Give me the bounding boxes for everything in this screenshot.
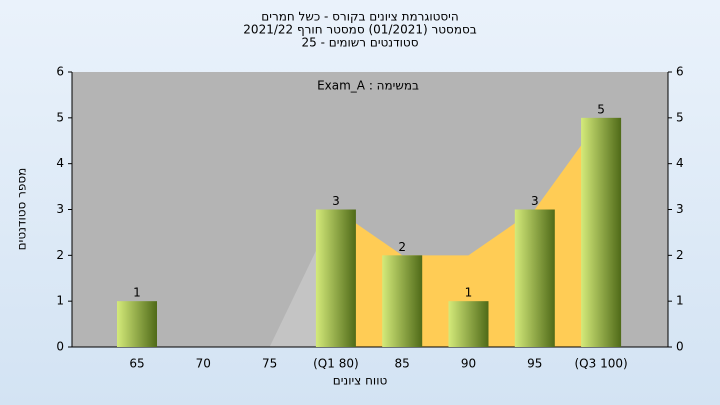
data-label: 1: [465, 286, 473, 300]
y-tick-label: 1: [56, 294, 64, 308]
y-tick-label: 2: [56, 248, 64, 262]
data-label: 5: [597, 102, 605, 116]
bar: [448, 301, 489, 347]
y2-tick-label: 5: [676, 110, 684, 124]
data-label: 2: [398, 240, 406, 254]
x-tick-label: 70: [196, 357, 211, 371]
y-tick-label: 4: [56, 156, 64, 170]
data-label: 1: [133, 286, 141, 300]
y-tick-label: 6: [56, 65, 64, 79]
y-axis-label: מספר סטודנטים: [15, 168, 29, 251]
bar: [315, 209, 356, 347]
bar: [514, 209, 555, 347]
y2-tick-label: 2: [676, 248, 684, 262]
y-tick-label: 3: [56, 202, 64, 216]
bar: [382, 255, 423, 347]
y2-tick-label: 1: [676, 294, 684, 308]
x-tick-label: 65: [129, 357, 144, 371]
x-tick-label: (Q1 80): [313, 357, 359, 371]
y-tick-label: 0: [56, 340, 64, 354]
chart-subtitle: סטודנטים רשומים - 25: [301, 36, 418, 50]
x-tick-label: 75: [262, 357, 277, 371]
x-tick-label: 95: [527, 357, 542, 371]
x-tick-label: 85: [395, 357, 410, 371]
bar: [117, 301, 157, 347]
chart-title: היסטוגרמת ציונים בקורס - כשל חמרים: [261, 10, 458, 24]
x-tick-label: (Q3 100): [575, 357, 628, 371]
y2-tick-label: 0: [676, 340, 684, 354]
x-axis-label: טווח ציונים: [333, 374, 388, 388]
y2-tick-label: 4: [676, 156, 684, 170]
annotation: במשימה : Exam_A: [317, 79, 419, 93]
data-label: 3: [531, 194, 539, 208]
bar: [581, 117, 622, 347]
x-tick-label: 90: [461, 357, 476, 371]
y2-tick-label: 3: [676, 202, 684, 216]
data-label: 3: [332, 194, 340, 208]
y-tick-label: 5: [56, 110, 64, 124]
y2-tick-label: 6: [676, 65, 684, 79]
chart-subtitle: בסמסטר (01/2021) סמסטר חורף 2021/22: [243, 23, 476, 37]
